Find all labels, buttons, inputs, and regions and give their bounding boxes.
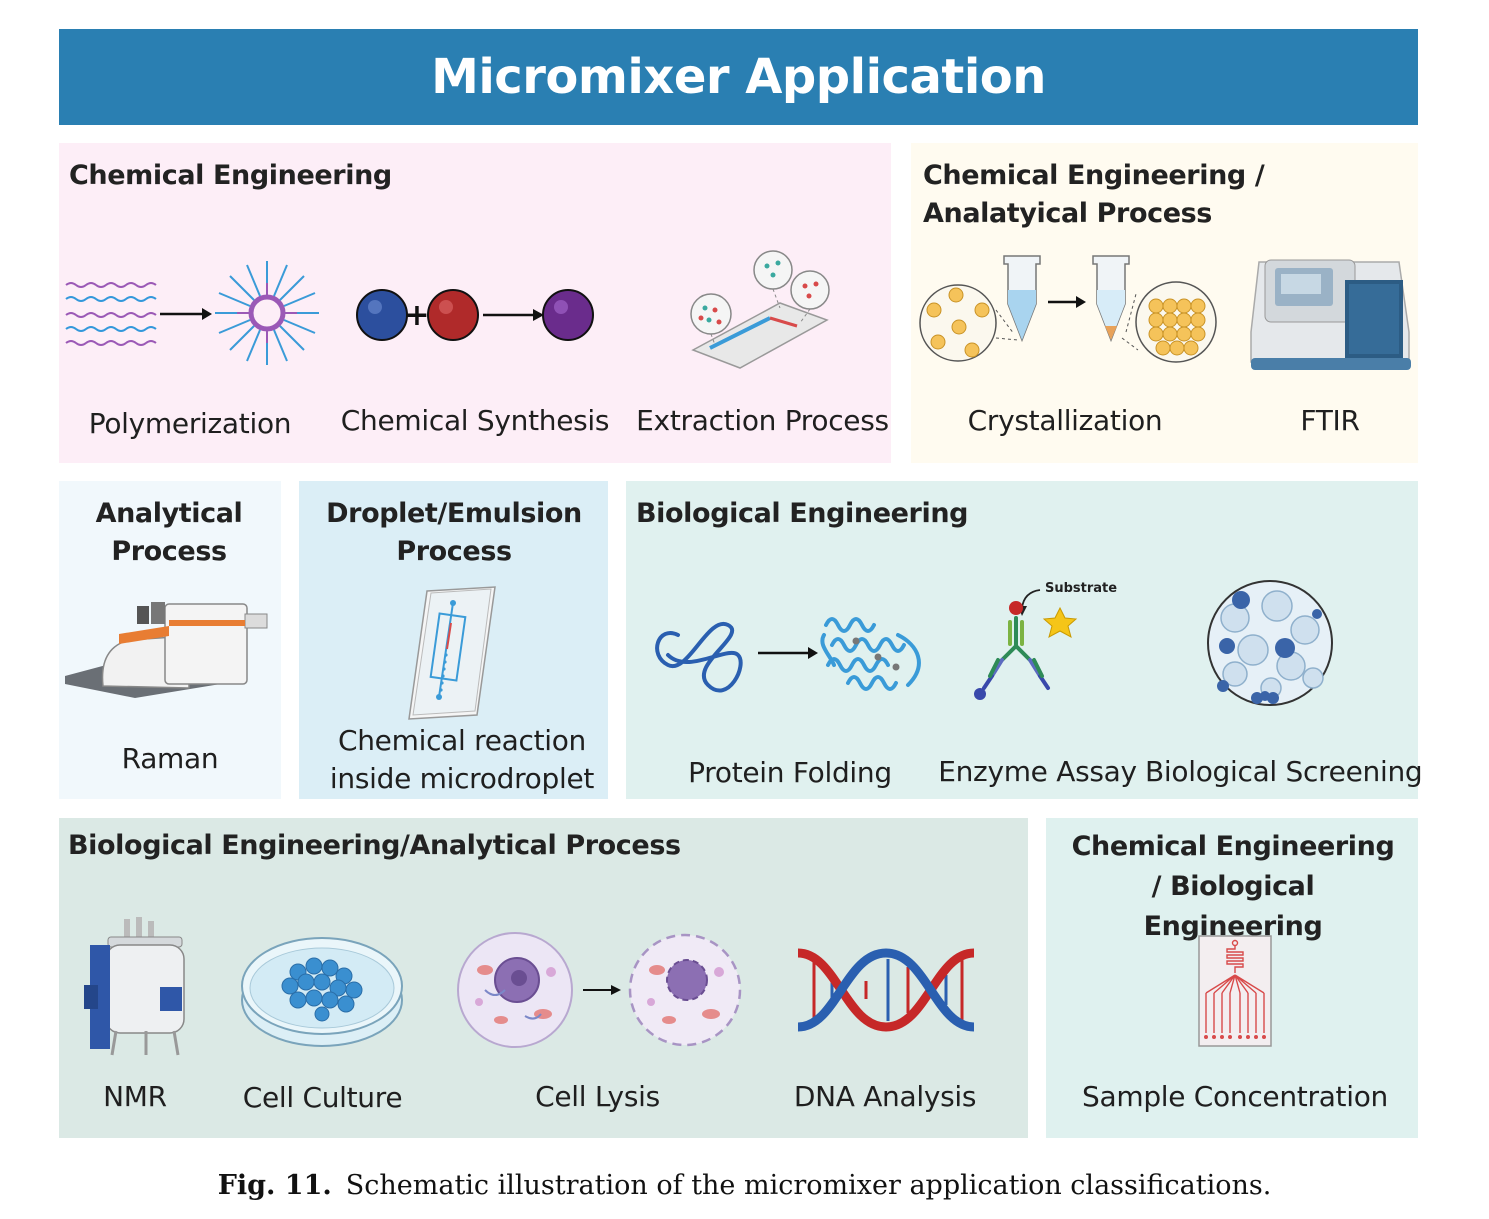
- panel-title: Chemical Engineering / Analatyical Proce…: [923, 160, 1265, 229]
- panel-title: Analytical Process: [95, 498, 243, 567]
- extraction-process-icon: [690, 250, 830, 369]
- label-dna-analysis: DNA Analysis: [793, 1080, 977, 1113]
- panel-title: Chemical Engineering / Biological Engine…: [1071, 831, 1395, 942]
- cell-culture-icon: [241, 937, 403, 1047]
- label-crystallization: Crystallization: [967, 404, 1163, 437]
- polymerization-icon: [65, 261, 319, 365]
- protein-folding-icon: [655, 617, 921, 693]
- raman-icon: [65, 602, 268, 698]
- panel-title: Droplet/Emulsion Process: [326, 498, 582, 567]
- figure-caption: Fig. 11. Schematic illustration of the mi…: [0, 1170, 1489, 1201]
- title-banner: Micromixer Application: [59, 29, 1418, 125]
- caption-label: Fig. 11.: [217, 1170, 332, 1201]
- caption-text: Schematic illustration of the micromixer…: [345, 1170, 1272, 1201]
- label-nmr: NMR: [103, 1080, 167, 1113]
- dna-icon: [797, 948, 975, 1032]
- panel-title: Biological Engineering: [636, 498, 969, 529]
- label-chemical-reaction-droplet: Chemical reaction inside microdroplet: [329, 724, 595, 795]
- label-sample-concentration: Sample Concentration: [1082, 1080, 1388, 1113]
- panel-title: Chemical Engineering: [69, 160, 392, 191]
- cell-lysis-icon: [457, 932, 742, 1048]
- label-ftir: FTIR: [1300, 404, 1360, 437]
- chemical-synthesis-icon: +: [356, 289, 594, 341]
- label-chemical-synthesis: Chemical Synthesis: [340, 404, 610, 437]
- enzyme-assay-icon: Substrate: [974, 581, 1117, 700]
- label-cell-culture: Cell Culture: [242, 1081, 403, 1114]
- droplet-chip-icon: [408, 586, 496, 720]
- biological-screening-icon: [1207, 580, 1333, 706]
- substrate-label: Substrate: [1045, 581, 1117, 596]
- label-extraction-process: Extraction Process: [636, 404, 889, 437]
- label-raman: Raman: [121, 742, 219, 775]
- crystallization-icon: [919, 255, 1217, 363]
- svg-text:+: +: [404, 298, 429, 333]
- sample-concentration-chip-icon: [1198, 935, 1272, 1047]
- banner-title: Micromixer Application: [431, 49, 1046, 105]
- panel-title: Biological Engineering/Analytical Proces…: [68, 830, 681, 861]
- label-cell-lysis: Cell Lysis: [535, 1080, 660, 1113]
- nmr-icon: [84, 917, 185, 1056]
- ftir-icon: [1250, 259, 1411, 370]
- label-enzyme-assay: Enzyme Assay: [938, 755, 1137, 788]
- label-protein-folding: Protein Folding: [688, 756, 892, 789]
- label-biological-screening: Biological Screening: [1145, 755, 1423, 788]
- label-polymerization: Polymerization: [88, 407, 292, 440]
